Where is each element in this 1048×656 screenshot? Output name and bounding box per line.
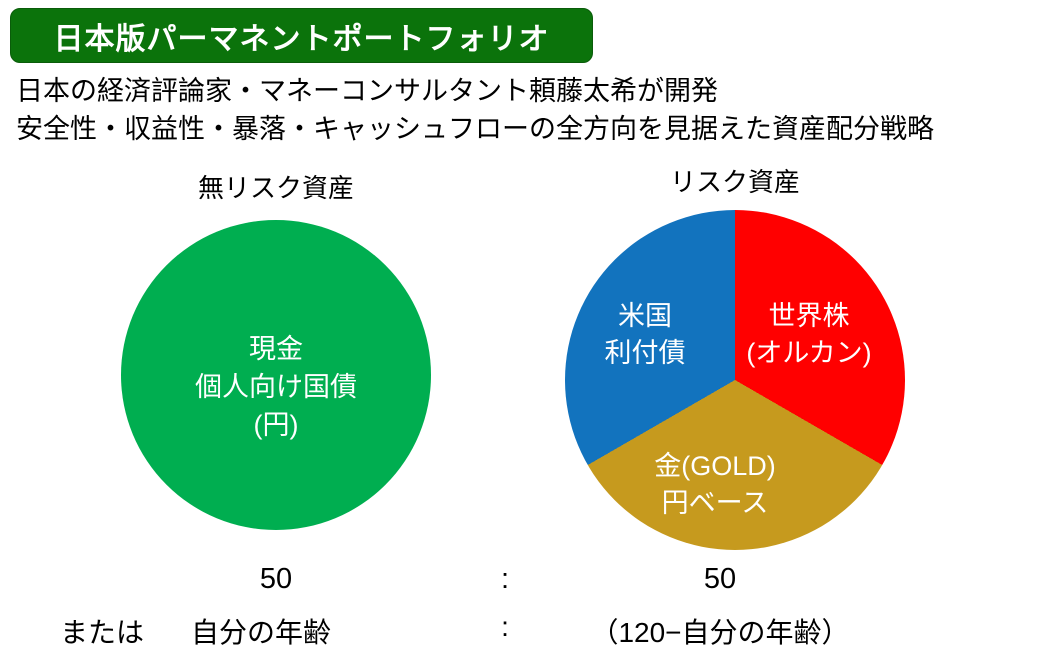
description-line-1: 日本の経済評論家・マネーコンサルタント頼藤太希が開発 — [16, 76, 718, 106]
title-badge: 日本版パーマネントポートフォリオ — [10, 8, 593, 63]
ratio-row2-prefix: または — [60, 617, 145, 648]
risk-chart-title: リスク資産 — [669, 167, 800, 197]
ratio-row2-colon: : — [501, 611, 509, 642]
ratio-row1-colon: : — [500, 563, 510, 595]
description-line-2: 安全性・収益性・暴落・キャッシュフローの全方向を見据えた資産配分戦略 — [16, 114, 934, 144]
risk-free-slice-label: 現金 個人向け国債 (円) — [195, 330, 357, 444]
risk-free-slice-label-line-3: (円) — [253, 410, 299, 440]
risk-free-slice-label-line-1: 現金 — [249, 334, 303, 364]
risk-pie-chart: 米国 利付債 世界株 (オルカン) 金(GOLD) 円ベース — [565, 210, 905, 550]
gold-slice-label-line-1: 金(GOLD) — [654, 451, 776, 481]
description: 日本の経済評論家・マネーコンサルタント頼藤太希が開発 安全性・収益性・暴落・キャ… — [16, 72, 934, 148]
world-stock-slice-label: 世界株 (オルカン) — [713, 298, 905, 372]
title-badge-label: 日本版パーマネントポートフォリオ — [53, 22, 550, 56]
ratio-row2-left-value: 自分の年齢 — [190, 617, 331, 648]
ratio-row2-right-value: （120−自分の年齢） — [590, 617, 850, 648]
risk-free-slice-label-line-2: 個人向け国債 — [195, 372, 357, 402]
world-stock-slice-label-line-1: 世界株 — [768, 301, 850, 331]
gold-slice-label: 金(GOLD) 円ベース — [605, 448, 825, 522]
us-bond-slice-label-line-2: 利付債 — [604, 338, 686, 368]
us-bond-slice-label: 米国 利付債 — [565, 298, 725, 372]
ratio-row1-left-value: 50 — [259, 563, 293, 595]
gold-slice-label-line-2: 円ベース — [661, 488, 769, 518]
risk-free-chart-title: 無リスク資産 — [197, 173, 354, 203]
us-bond-slice-label-line-1: 米国 — [618, 301, 672, 331]
world-stock-slice-label-line-2: (オルカン) — [746, 338, 872, 368]
ratio-row1-right-value: 50 — [703, 563, 737, 595]
risk-free-pie-chart: 現金 個人向け国債 (円) — [121, 220, 431, 530]
